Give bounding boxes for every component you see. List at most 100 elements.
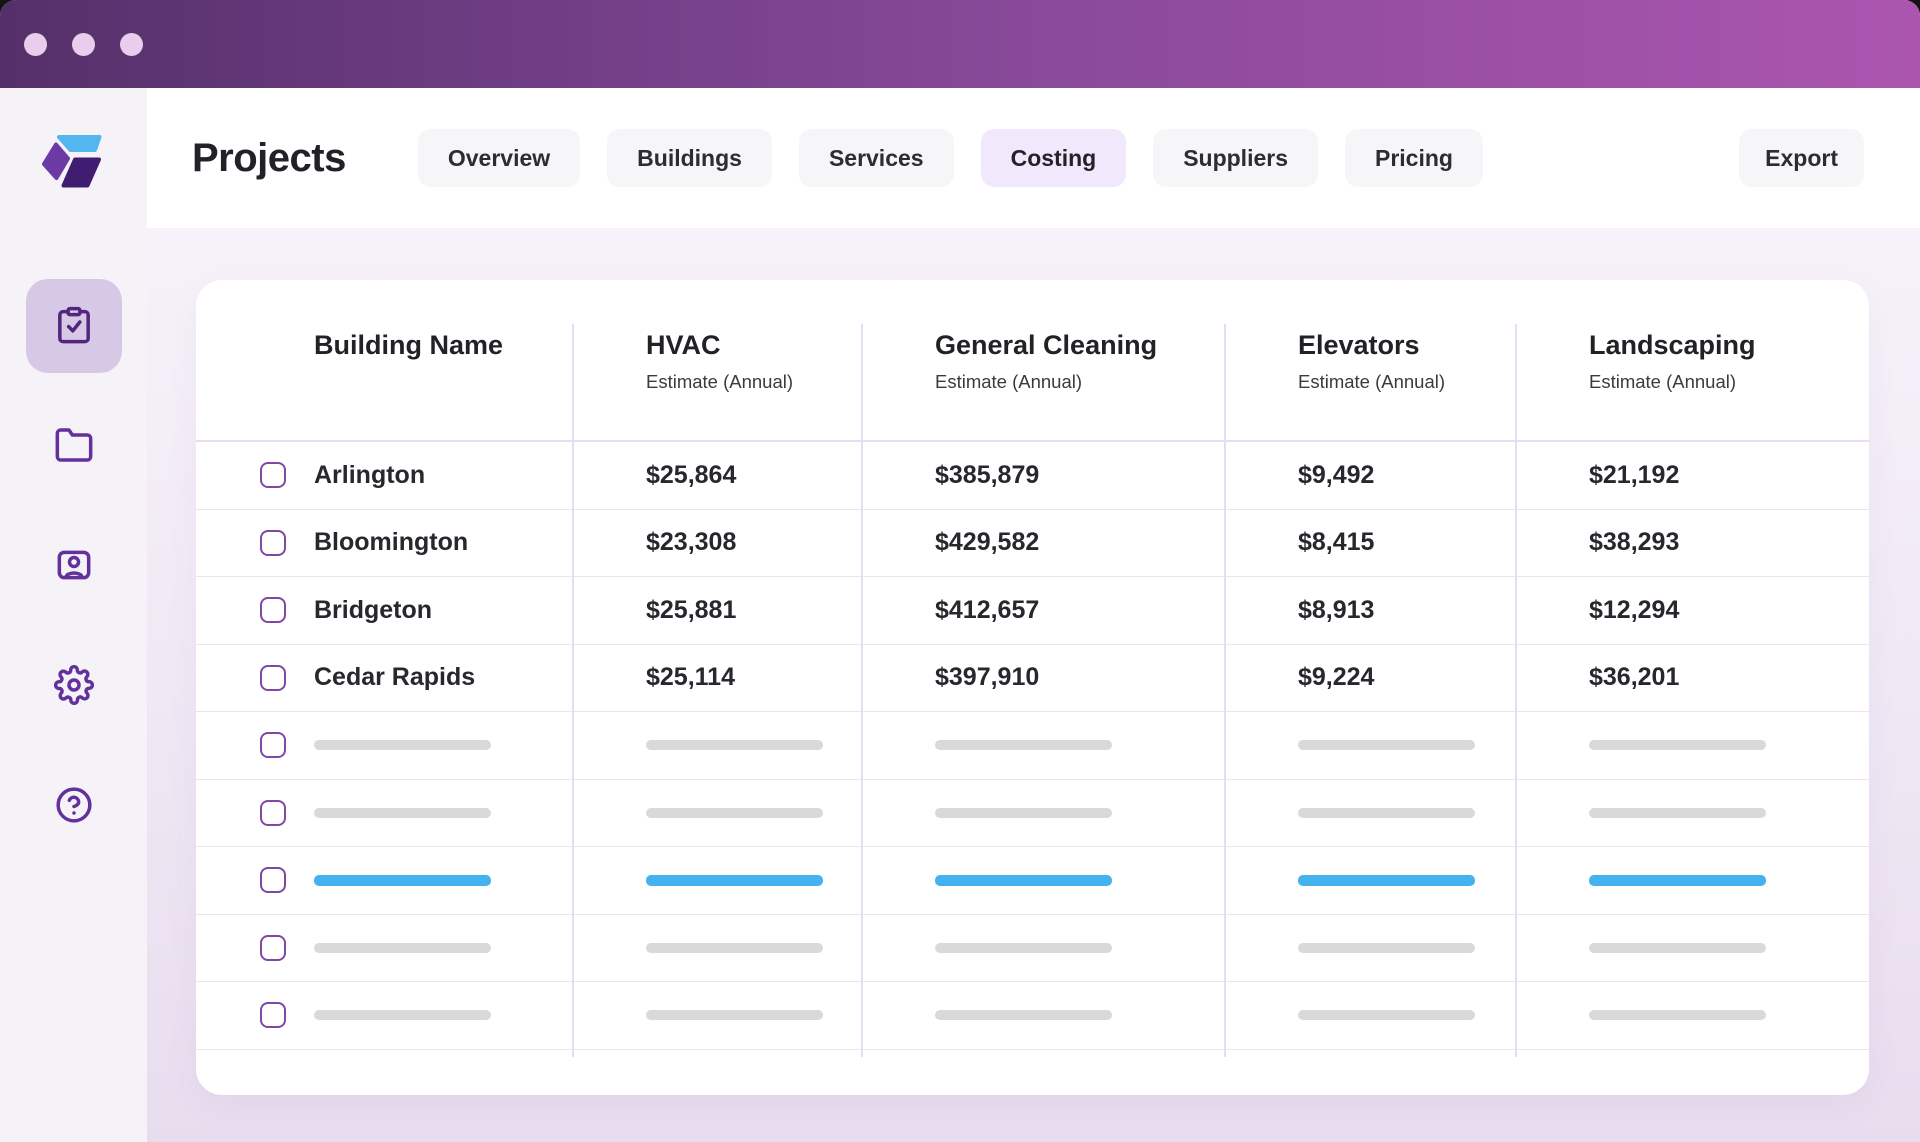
column-sublabel: Estimate (Annual): [1589, 371, 1737, 392]
column-header-hvac: HVAC Estimate (Annual): [572, 280, 861, 440]
column-divider: [861, 324, 863, 1057]
gear-icon: [53, 664, 94, 708]
skeleton-bar: [1298, 740, 1475, 751]
building-name-cell: [196, 799, 572, 826]
cell-value: [1515, 942, 1869, 953]
folder-icon: [54, 425, 94, 468]
row-checkbox[interactable]: [260, 799, 286, 826]
row-checkbox[interactable]: [260, 664, 286, 691]
cell-value: [1224, 807, 1515, 818]
column-divider: [1224, 324, 1226, 1057]
cell-value: [1515, 740, 1869, 751]
row-checkbox[interactable]: [260, 732, 286, 759]
cell-value: $38,293: [1589, 528, 1680, 557]
skeleton-bar: [1298, 807, 1475, 818]
building-name-cell: [196, 867, 572, 894]
sidebar-item-gear[interactable]: [26, 639, 122, 733]
skeleton-bar: [1298, 1010, 1475, 1021]
skeleton-bar: [1298, 874, 1475, 886]
building-name-cell: [196, 934, 572, 961]
cell-value: $25,881: [646, 595, 737, 624]
cell-value: $8,415: [1298, 528, 1375, 557]
building-name: Arlington: [314, 460, 426, 489]
building-name-cell: Bridgeton: [196, 596, 572, 625]
skeleton-bar: [935, 874, 1112, 886]
cell-value: [861, 874, 1224, 886]
tab-pricing[interactable]: Pricing: [1345, 129, 1483, 187]
tab-services[interactable]: Services: [798, 129, 954, 187]
column-header-building-name: Building Name: [196, 280, 572, 440]
column-divider: [1515, 324, 1517, 1057]
cell-value: [1224, 942, 1515, 953]
skeleton-bar: [646, 874, 823, 886]
export-button[interactable]: Export: [1739, 129, 1864, 187]
row-checkbox[interactable]: [260, 867, 286, 894]
window-control-dot[interactable]: [120, 32, 143, 56]
cell-value: $412,657: [935, 595, 1040, 624]
building-name-cell: Bloomington: [196, 528, 572, 557]
page-title: Projects: [192, 135, 346, 180]
cell-value: $429,582: [935, 528, 1040, 557]
column-header-landscaping: Landscaping Estimate (Annual): [1515, 280, 1869, 440]
sidebar-item-folder[interactable]: [26, 399, 122, 493]
cell-value: $36,201: [1589, 663, 1680, 692]
skeleton-bar: [935, 740, 1112, 751]
sidebar-item-clipboard-check[interactable]: [25, 279, 122, 373]
building-name: Cedar Rapids: [314, 663, 476, 692]
building-name: Bloomington: [314, 528, 469, 557]
cell-value: $12,294: [1589, 595, 1680, 624]
skeleton-row: [196, 780, 1869, 847]
row-checkbox[interactable]: [260, 934, 286, 961]
tab-suppliers[interactable]: Suppliers: [1153, 129, 1318, 187]
window-control-dot[interactable]: [72, 32, 95, 56]
skeleton-bar: [935, 942, 1112, 953]
app-logo-icon: [41, 135, 101, 188]
cell-value: $23,308: [646, 528, 737, 557]
building-name-cell: [196, 732, 572, 759]
column-sublabel: Estimate (Annual): [646, 371, 794, 392]
cell-value: [572, 740, 861, 751]
sidebar-nav: [25, 279, 122, 853]
table-row: Bridgeton $25,881 $412,657 $8,913 $12,294: [196, 577, 1869, 645]
tab-overview[interactable]: Overview: [417, 129, 581, 187]
cell-value: $25,114: [646, 663, 735, 692]
sidebar-item-help[interactable]: [26, 759, 122, 853]
skeleton-bar: [314, 1010, 491, 1021]
row-checkbox[interactable]: [260, 529, 286, 556]
tab-costing[interactable]: Costing: [980, 129, 1127, 187]
building-name-cell: Cedar Rapids: [196, 663, 572, 692]
row-checkbox[interactable]: [260, 462, 286, 489]
column-label: HVAC: [646, 330, 721, 360]
cell-value: [1515, 807, 1869, 818]
skeleton-bar: [935, 807, 1112, 818]
row-checkbox[interactable]: [260, 597, 286, 624]
skeleton-bar: [646, 740, 823, 751]
skeleton-bar: [314, 874, 491, 886]
cell-value: $9,224: [1298, 663, 1375, 692]
cell-value: [1224, 1010, 1515, 1021]
cell-value: [572, 1010, 861, 1021]
window-titlebar: [0, 0, 1920, 88]
column-label: General Cleaning: [935, 330, 1158, 360]
skeleton-bar: [314, 740, 491, 751]
column-divider: [572, 324, 574, 1057]
skeleton-bar: [646, 807, 823, 818]
sidebar-item-user-card[interactable]: [26, 519, 122, 613]
cell-value: $25,864: [646, 460, 737, 489]
building-name-cell: [196, 1002, 572, 1029]
skeleton-bar: [646, 1010, 823, 1021]
row-checkbox[interactable]: [260, 1002, 286, 1029]
clipboard-check-icon: [54, 305, 94, 348]
skeleton-bar: [1589, 740, 1766, 751]
costing-table-card: Building Name HVAC Estimate (Annual) Genera…: [196, 280, 1869, 1095]
user-card-icon: [54, 545, 94, 588]
tab-buildings[interactable]: Buildings: [607, 129, 772, 187]
cell-value: [1224, 874, 1515, 886]
cell-value: $397,910: [935, 663, 1040, 692]
cell-value: [572, 874, 861, 886]
cell-value: [861, 807, 1224, 818]
window-control-dot[interactable]: [24, 32, 47, 56]
table-row: Arlington $25,864 $385,879 $9,492 $21,192: [196, 442, 1869, 510]
skeleton-row: [196, 712, 1869, 780]
skeleton-bar: [1298, 942, 1475, 953]
